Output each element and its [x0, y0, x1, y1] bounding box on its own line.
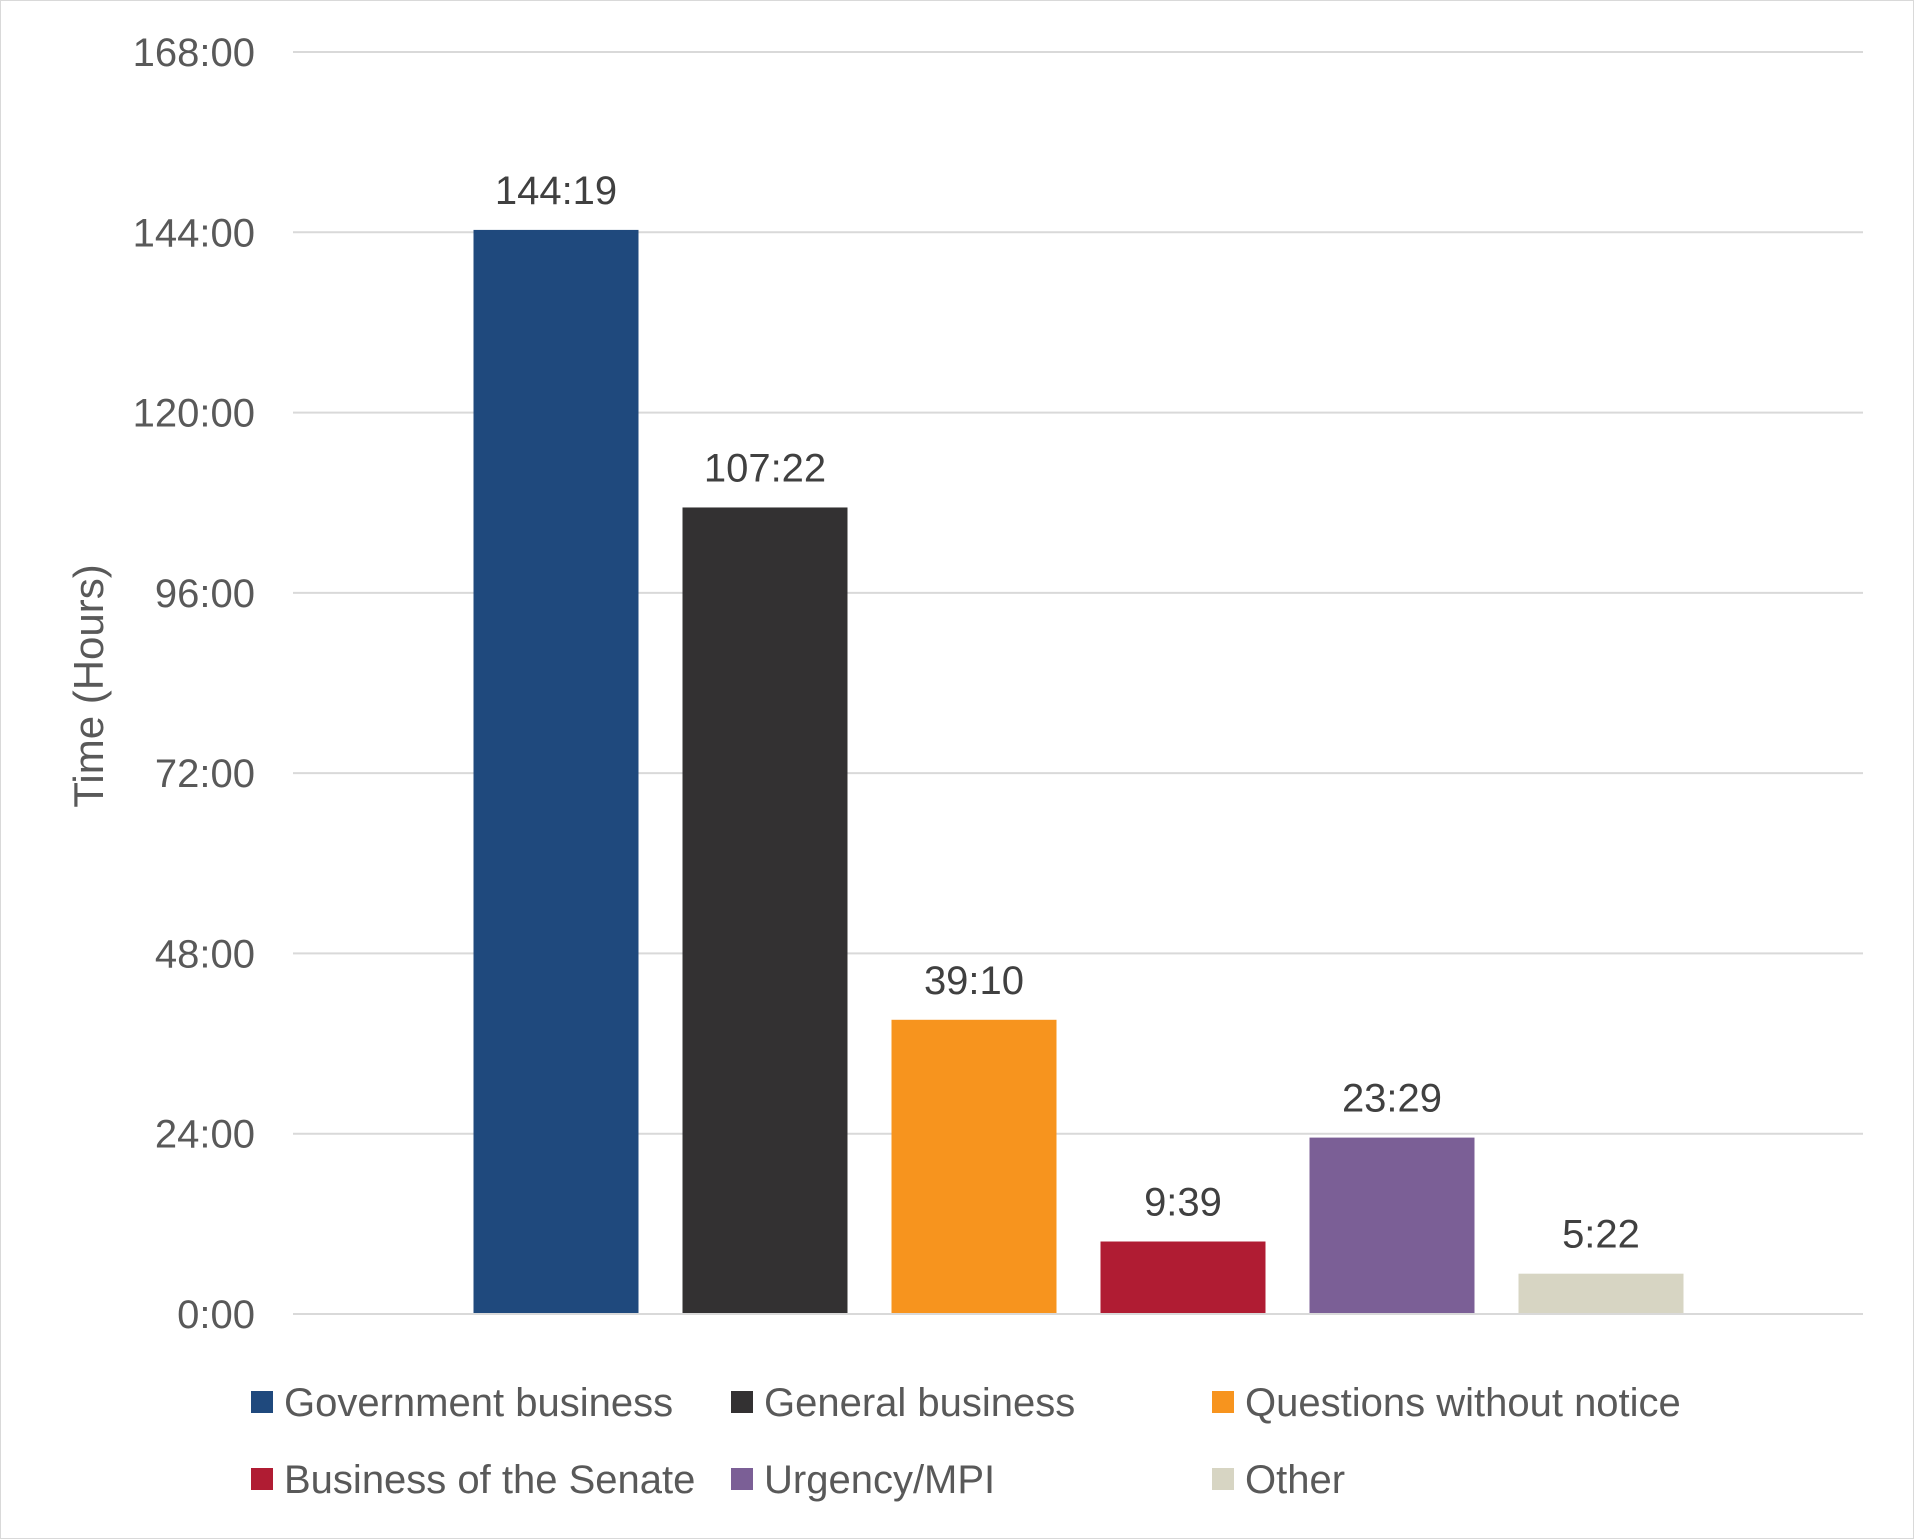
y-axis-ticks: 0:00 24:00 48:00 72:00 96:00 120:00 144:00 168:… — [133, 31, 255, 1337]
bar-business-of-the-senate — [1100, 1241, 1266, 1314]
legend-label: General business — [764, 1381, 1075, 1425]
data-labels: 144:19 107:22 39:10 9:39 23:29 5:22 — [495, 169, 1640, 1257]
legend-item: Questions without notice — [1212, 1381, 1681, 1425]
legend-label: Business of the Senate — [284, 1458, 695, 1502]
legend-swatch — [731, 1391, 753, 1413]
legend-swatch — [1212, 1468, 1234, 1490]
bar-other — [1518, 1273, 1684, 1314]
y-tick-label: 0:00 — [177, 1293, 255, 1337]
y-tick-label: 48:00 — [155, 932, 255, 976]
bar-government-business — [473, 229, 639, 1314]
legend-item: Other — [1212, 1458, 1345, 1502]
legend: Government business General business Quest… — [251, 1381, 1681, 1502]
legend-swatch — [251, 1468, 273, 1490]
data-label: 23:29 — [1342, 1077, 1442, 1121]
y-tick-label: 72:00 — [155, 752, 255, 796]
data-label: 5:22 — [1562, 1213, 1640, 1257]
data-label: 107:22 — [704, 446, 826, 490]
y-tick-label: 168:00 — [133, 31, 255, 75]
legend-item: General business — [731, 1381, 1075, 1425]
legend-swatch — [1212, 1391, 1234, 1413]
legend-label: Other — [1245, 1458, 1345, 1502]
y-tick-label: 24:00 — [155, 1113, 255, 1157]
legend-item: Business of the Senate — [251, 1458, 695, 1502]
data-label: 9:39 — [1144, 1181, 1222, 1225]
legend-swatch — [251, 1391, 273, 1413]
bar-urgency-mpi — [1309, 1137, 1475, 1314]
bar-questions-without-notice — [891, 1019, 1057, 1314]
bars — [473, 229, 1684, 1315]
legend-item: Urgency/MPI — [731, 1458, 995, 1502]
legend-label: Questions without notice — [1245, 1381, 1681, 1425]
y-tick-label: 120:00 — [133, 392, 255, 436]
legend-item: Government business — [251, 1381, 673, 1425]
legend-label: Urgency/MPI — [764, 1458, 995, 1502]
bar-general-business — [682, 507, 848, 1315]
y-tick-label: 144:00 — [133, 211, 255, 255]
y-axis-label: Time (Hours) — [65, 564, 112, 807]
y-tick-label: 96:00 — [155, 572, 255, 616]
data-label: 39:10 — [924, 959, 1024, 1003]
data-label: 144:19 — [495, 169, 617, 213]
legend-label: Government business — [284, 1381, 673, 1425]
legend-swatch — [731, 1468, 753, 1490]
